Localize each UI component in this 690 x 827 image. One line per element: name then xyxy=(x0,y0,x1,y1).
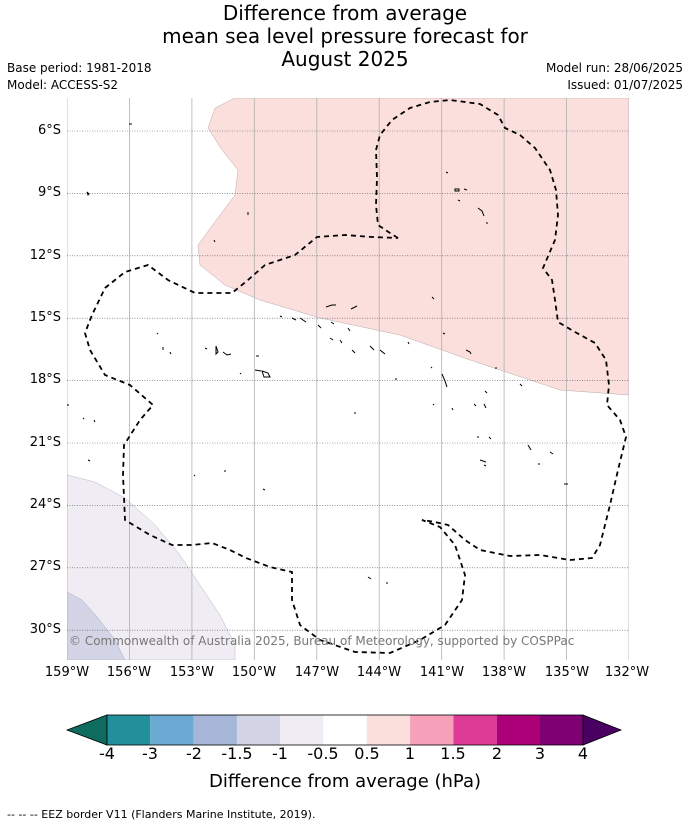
colorbar-bin-4 xyxy=(236,715,281,745)
title-line-2: mean sea level pressure forecast for xyxy=(162,24,528,48)
model-run: Model run: 28/06/2025 xyxy=(545,61,683,75)
lon-label-138w: 138°W xyxy=(481,665,527,680)
colorbar-tick-label: 3 xyxy=(534,744,546,763)
negative-anomaly-region-inner xyxy=(67,591,126,660)
lon-label-141w: 141°W xyxy=(419,665,465,680)
lat-label-30s: 30°S xyxy=(29,622,61,637)
lon-label-156w: 156°W xyxy=(106,665,152,680)
lat-label-15s: 15°S xyxy=(29,310,61,325)
lon-label-150w: 150°W xyxy=(231,665,277,680)
lon-label-147w: 147°W xyxy=(294,665,340,680)
negative-anomaly-region-outer xyxy=(67,474,236,660)
colorbar-tick-label: -3 xyxy=(142,744,158,763)
colorbar xyxy=(65,714,623,746)
lat-label-24s: 24°S xyxy=(29,497,61,512)
meta-right: Model run: 28/06/2025 Issued: 01/07/2025 xyxy=(546,60,683,94)
colorbar-tick-label: -0.5 xyxy=(307,744,339,763)
base-period: Base period: 1981-2018 xyxy=(7,61,152,75)
lat-label-21s: 21°S xyxy=(29,435,61,450)
colorbar-bin-9 xyxy=(453,715,497,745)
colorbar-title: Difference from average (hPa) xyxy=(208,771,482,792)
lon-label-135w: 135°W xyxy=(544,665,590,680)
colorbar-tick-label: -1.5 xyxy=(221,744,253,763)
meta-left: Base period: 1981-2018 Model: ACCESS-S2 xyxy=(7,60,152,94)
lat-label-27s: 27°S xyxy=(29,559,61,574)
colorbar-tick-label: 4 xyxy=(577,744,589,763)
colorbar-low-extend xyxy=(65,714,108,746)
issued-date: Issued: 01/07/2025 xyxy=(567,78,683,92)
colorbar-bin-11 xyxy=(540,715,583,745)
colorbar-bin-5 xyxy=(280,715,324,745)
lon-label-159w: 159°W xyxy=(44,665,90,680)
copyright-notice: © Commonwealth of Australia 2025, Bureau… xyxy=(69,634,575,648)
lat-label-6s: 6°S xyxy=(37,123,61,138)
positive-anomaly-region xyxy=(197,98,629,396)
lon-label-153w: 153°W xyxy=(169,665,215,680)
colorbar-outline xyxy=(106,714,584,746)
colorbar-tick-label: 1.5 xyxy=(440,744,466,763)
colorbar-high-extend xyxy=(582,714,623,746)
colorbar-tick-label: 1 xyxy=(404,744,416,763)
colorbar-bin-1 xyxy=(107,715,151,745)
eez-legend-note: -- -- -- EEZ border V11 (Flanders Marine… xyxy=(7,808,316,821)
colorbar-bin-2 xyxy=(150,715,194,745)
colorbar-bin-6 xyxy=(323,715,367,745)
title-line-3: August 2025 xyxy=(281,47,409,71)
lat-label-18s: 18°S xyxy=(29,372,61,387)
eez-border xyxy=(84,99,627,654)
lon-label-132w: 132°W xyxy=(604,665,650,680)
lat-label-9s: 9°S xyxy=(37,185,61,200)
title-line-1: Difference from average xyxy=(222,1,468,25)
lat-label-12s: 12°S xyxy=(29,248,61,263)
island-outlines xyxy=(67,123,568,584)
colorbar-tick-label: 2 xyxy=(491,744,503,763)
colorbar-tick-label: -1 xyxy=(272,744,288,763)
colorbar-bin-3 xyxy=(193,715,237,745)
lon-label-144w: 144°W xyxy=(356,665,402,680)
map-title: Difference from average mean sea level p… xyxy=(0,2,690,71)
model-name: Model: ACCESS-S2 xyxy=(7,78,119,92)
colorbar-tick-label: -4 xyxy=(99,744,115,763)
map-area xyxy=(67,98,629,660)
colorbar-bin-10 xyxy=(496,715,540,745)
colorbar-bin-7 xyxy=(366,715,411,745)
colorbar-tick-label: 0.5 xyxy=(354,744,380,763)
colorbar-bin-8 xyxy=(410,715,454,745)
lat-gridlines xyxy=(67,130,629,631)
lon-gridlines xyxy=(67,98,629,660)
colorbar-tick-label: -2 xyxy=(186,744,202,763)
